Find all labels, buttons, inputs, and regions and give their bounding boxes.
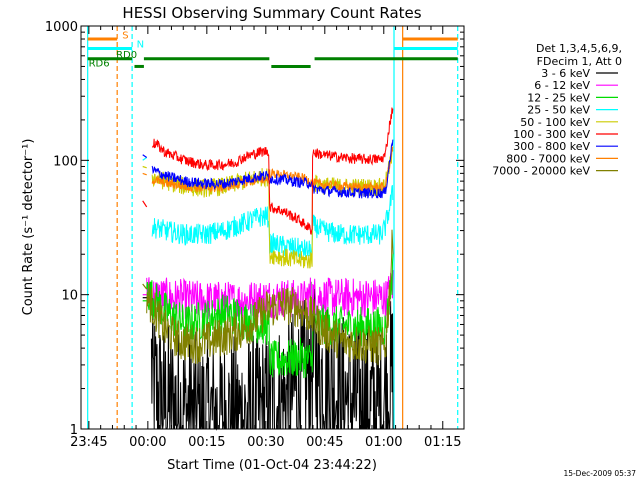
y-tick-label: 100	[53, 154, 78, 169]
series-line-800-7000-kev	[151, 146, 394, 193]
flag-label-rd0: RD0	[116, 50, 137, 61]
plot-frame	[80, 25, 465, 430]
flag-label-rd6: RD6	[89, 58, 110, 69]
legend-label-300-800-kev: 300 - 800 keV	[513, 140, 590, 153]
x-axis-label: Start Time (01-Oct-04 23:44:22)	[167, 458, 377, 473]
legend-label-800-7000-kev: 800 - 7000 keV	[506, 152, 590, 165]
x-tick-label: 01:00	[365, 435, 402, 450]
legend-label-50-100-kev: 50 - 100 keV	[520, 116, 590, 129]
pre-data-100-300-kev	[142, 200, 148, 208]
x-tick-label: 23:45	[70, 435, 107, 450]
legend-label-12-25-kev: 12 - 25 keV	[527, 91, 590, 104]
series-line-100-300-kev	[151, 107, 394, 235]
x-tick-label: 00:30	[247, 435, 284, 450]
pre-data-7000-20000-kev	[142, 283, 148, 290]
timestamp: 15-Dec-2009 05:37	[563, 469, 636, 478]
legend-label-7000-20000-kev: 7000 - 20000 keV	[492, 165, 590, 178]
pre-data-25-50-kev	[142, 157, 148, 161]
flag-label-n: N	[137, 40, 144, 51]
legend-label-6-12-kev: 6 - 12 keV	[534, 79, 590, 92]
pre-data-800-7000-kev	[142, 172, 147, 176]
x-axis-ticks: 23:45 00:00 00:15 00:30 00:45 01:00 01:15	[70, 26, 462, 450]
pre-data-300-800-kev	[142, 154, 148, 158]
series-line-7000-20000-kev	[146, 229, 394, 366]
legend-header-1: FDecim 1, Att 0	[537, 55, 622, 68]
series-line-300-800-kev	[151, 139, 394, 199]
vertical-markers	[87, 26, 459, 429]
legend-label-100-300-kev: 100 - 300 keV	[513, 128, 590, 141]
x-tick-label: 00:00	[129, 435, 166, 450]
chart-title: HESSI Observing Summary Count Rates	[122, 4, 421, 22]
y-tick-label: 1	[70, 423, 78, 438]
legend-label-3-6-kev: 3 - 6 keV	[541, 67, 590, 80]
flag-bars	[87, 37, 458, 68]
y-axis-label: Count Rate (s⁻¹ detector⁻¹)	[21, 139, 36, 316]
series-line-50-100-kev	[151, 145, 394, 269]
legend: Det 1,3,4,5,6,9,FDecim 1, Att 03 - 6 keV…	[492, 42, 622, 178]
pre-data-50-100-kev	[142, 165, 147, 169]
y-tick-label: 10	[61, 289, 78, 304]
legend-label-25-50-kev: 25 - 50 keV	[527, 104, 590, 117]
x-tick-label: 01:15	[424, 435, 461, 450]
legend-header-0: Det 1,3,4,5,6,9,	[536, 42, 622, 55]
y-axis-ticks: 1 10 100 1000	[45, 20, 464, 438]
series-line-25-50-kev	[151, 185, 394, 261]
series-lines	[142, 107, 394, 431]
flag-label-s: S	[122, 30, 128, 41]
y-tick-label: 1000	[45, 20, 78, 35]
x-tick-label: 00:15	[188, 435, 225, 450]
x-tick-label: 00:45	[306, 435, 343, 450]
